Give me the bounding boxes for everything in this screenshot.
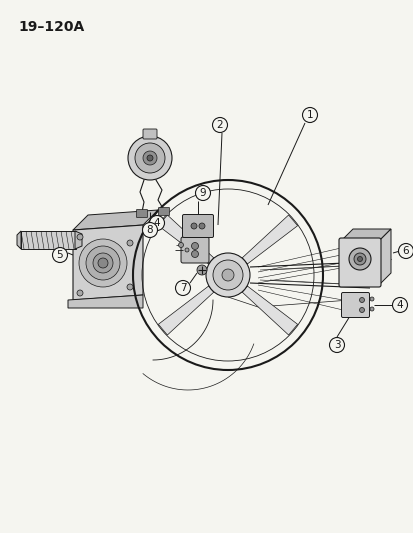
Circle shape xyxy=(127,240,133,246)
Text: 1: 1 xyxy=(306,110,313,120)
Polygon shape xyxy=(340,229,390,241)
Text: 19–120A: 19–120A xyxy=(18,20,84,34)
Polygon shape xyxy=(17,231,21,249)
Polygon shape xyxy=(158,215,213,264)
Text: 9: 9 xyxy=(199,188,206,198)
Text: 6: 6 xyxy=(402,246,408,256)
Text: 3: 3 xyxy=(333,340,339,350)
FancyBboxPatch shape xyxy=(182,214,213,238)
Circle shape xyxy=(175,280,190,295)
Circle shape xyxy=(392,297,406,312)
Circle shape xyxy=(52,247,67,262)
Circle shape xyxy=(142,222,157,238)
Circle shape xyxy=(128,136,171,180)
Circle shape xyxy=(142,151,157,165)
Circle shape xyxy=(86,246,120,280)
Circle shape xyxy=(199,223,204,229)
Circle shape xyxy=(212,117,227,133)
Circle shape xyxy=(353,253,365,265)
Circle shape xyxy=(348,248,370,270)
Circle shape xyxy=(357,256,362,262)
Text: 8: 8 xyxy=(146,225,153,235)
Polygon shape xyxy=(73,225,142,300)
Circle shape xyxy=(369,297,373,301)
Polygon shape xyxy=(378,229,390,285)
Circle shape xyxy=(206,253,249,297)
Circle shape xyxy=(147,155,153,161)
Circle shape xyxy=(329,337,344,352)
Polygon shape xyxy=(68,295,142,308)
Circle shape xyxy=(197,265,206,275)
Text: 5: 5 xyxy=(57,250,63,260)
Text: 4: 4 xyxy=(396,300,402,310)
Polygon shape xyxy=(242,286,297,335)
Circle shape xyxy=(302,108,317,123)
Circle shape xyxy=(185,248,189,252)
Circle shape xyxy=(398,244,413,259)
Circle shape xyxy=(190,223,197,229)
Circle shape xyxy=(191,251,198,257)
Polygon shape xyxy=(75,231,82,249)
Circle shape xyxy=(358,297,363,303)
FancyBboxPatch shape xyxy=(136,209,147,217)
Circle shape xyxy=(149,215,164,230)
Bar xyxy=(21,231,76,249)
Circle shape xyxy=(98,258,108,268)
Circle shape xyxy=(212,260,242,290)
Circle shape xyxy=(77,290,83,296)
FancyBboxPatch shape xyxy=(180,237,209,263)
Circle shape xyxy=(77,234,83,240)
Circle shape xyxy=(127,284,133,290)
Circle shape xyxy=(135,143,165,173)
Polygon shape xyxy=(242,215,297,264)
Circle shape xyxy=(358,308,363,312)
Circle shape xyxy=(178,243,183,247)
Circle shape xyxy=(191,243,198,249)
FancyBboxPatch shape xyxy=(341,293,369,318)
FancyBboxPatch shape xyxy=(142,129,157,139)
Text: 4: 4 xyxy=(153,218,160,228)
Circle shape xyxy=(221,269,233,281)
Circle shape xyxy=(79,239,127,287)
Text: 2: 2 xyxy=(216,120,223,130)
Polygon shape xyxy=(73,210,158,230)
Polygon shape xyxy=(158,286,213,335)
Circle shape xyxy=(93,253,113,273)
FancyBboxPatch shape xyxy=(338,238,380,287)
FancyBboxPatch shape xyxy=(158,207,169,215)
Text: 7: 7 xyxy=(179,283,186,293)
Circle shape xyxy=(195,185,210,200)
Circle shape xyxy=(369,307,373,311)
